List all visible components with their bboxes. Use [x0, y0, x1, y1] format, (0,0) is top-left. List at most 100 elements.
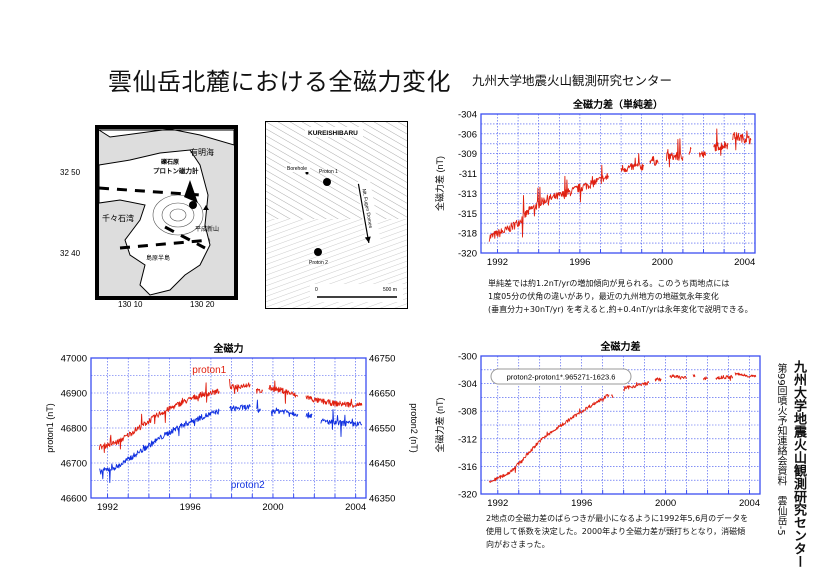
series-line-adjusted-difference [692, 374, 696, 378]
note-line: 2地点の全磁力差のばらつきが最小になるように1992年5,6月のデータを [486, 514, 749, 523]
y-tick-label: -313 [458, 189, 477, 200]
note-simple-difference: 単純差では約1.2nT/yrの増加傾向が見られる。このうち両地点には 1度05分… [488, 277, 753, 316]
y-tick-label-right: 46350 [369, 494, 395, 505]
series-line-difference [488, 164, 609, 242]
x-tick-label: 2004 [734, 257, 755, 268]
y-tick-label: 47000 [61, 354, 87, 365]
x-tick-label: 1996 [180, 502, 201, 513]
formula-label: proton2-proton1*.965271-1623.6 [507, 373, 616, 382]
y-tick-label: -304 [458, 379, 477, 390]
proton1-marker [323, 178, 331, 186]
series-line-difference [698, 151, 707, 158]
series-line-proton2 [320, 409, 363, 437]
y-tick-label-right: 46750 [369, 354, 395, 365]
scale-zero: 0 [315, 287, 318, 293]
label-ariake: 有明海 [190, 147, 214, 157]
page-title: 雲仙岳北麓における全磁力変化 [108, 68, 451, 96]
arrow-icon [184, 180, 198, 203]
y-tick-label: 46700 [61, 459, 87, 470]
y-tick-label: -308 [458, 407, 477, 418]
chart-title: 全磁力差 [600, 340, 641, 353]
formula-box [490, 368, 632, 385]
region-map: 有明海 礫石原 プロトン磁力計 千々石湾 平成新山 島原半島 32 50 32 … [50, 125, 250, 315]
label-area: KUREISHIBARU [308, 130, 358, 137]
y-tick-label: 46900 [61, 389, 87, 400]
series-line-proton2 [270, 407, 299, 418]
legend-proton2: proton2 [231, 480, 265, 491]
note-line: 向がおさまった。 [486, 540, 550, 549]
lat-tick: 32 50 [60, 168, 81, 177]
y-tick-label: -309 [458, 149, 477, 160]
note-line: 1度05分の伏角の違いがあり，最近の九州地方の地磁気永年変化 [488, 292, 719, 301]
label-background [286, 164, 310, 172]
plot-frame [480, 113, 756, 254]
y-axis-label: 全磁力差 (nT) [434, 156, 445, 211]
lon-tick: 130 10 [118, 300, 143, 309]
label-background [305, 127, 363, 137]
y-tick-label: -318 [458, 229, 477, 240]
series-line-adjusted-difference [654, 377, 662, 382]
series-line-proton1 [98, 382, 220, 454]
plot-frame [90, 357, 367, 499]
series-line-proton1 [229, 378, 251, 395]
x-tick-label: 1996 [569, 257, 590, 268]
y-tick-label-right: 46450 [369, 459, 395, 470]
series-line-difference [649, 156, 659, 166]
y-tick-label-right: 46550 [369, 424, 395, 435]
series-line-proton2 [256, 399, 261, 413]
y-tick-label: -315 [458, 209, 477, 220]
series-line-proton1 [255, 388, 264, 394]
organization-header: 九州大学地震火山観測研究センター [472, 73, 673, 88]
series-line-adjusted-difference [669, 374, 687, 380]
series-line-difference [732, 130, 752, 151]
fault-lines [98, 186, 211, 250]
label-site: 礫石原 [161, 158, 179, 166]
series-line-proton1 [268, 380, 299, 404]
series-line-adjusted-difference [715, 374, 734, 381]
y-tick-label: -312 [458, 434, 477, 445]
series-line-difference [688, 147, 692, 155]
series-line-adjusted-difference [734, 372, 757, 378]
note-adjusted-difference: 2地点の全磁力差のばらつきが最小になるように1992年5,6月のデータを 使用し… [486, 512, 748, 551]
lat-tick: 32 40 [60, 249, 81, 258]
label-borehole: Borehole [287, 166, 307, 172]
y-axis-label: 全磁力差 (nT) [434, 397, 445, 452]
y-axis-label: proton1 (nT) [45, 403, 55, 453]
x-tick-label: 1992 [487, 257, 508, 268]
series-line-adjusted-difference [610, 394, 614, 398]
x-tick-label: 2000 [655, 498, 676, 509]
contours [152, 194, 204, 236]
y-tick-label: 46600 [61, 494, 87, 505]
y-tick-label: 46800 [61, 424, 87, 435]
x-tick-label: 2004 [739, 498, 760, 509]
series-line-proton2 [305, 412, 313, 419]
y-tick-label: -320 [458, 490, 477, 501]
chart-title: 全磁力 [213, 342, 244, 355]
side-organization: 九州大学地震火山観測研究センター [791, 360, 806, 568]
arrow-icon [364, 236, 371, 243]
chart-total-intensity: 全磁力 47000 46900 46800 46700 46600 46750 46650 46… [45, 342, 419, 513]
land-north [97, 128, 235, 146]
chart-simple-difference: 全磁力差（単純差） -304 -306 -309 -311 -313 -315 -318 -32… [434, 98, 756, 268]
note-line: 使用して係数を決定した。2000年より全磁力差が頭打ちとなり，消磁傾 [486, 527, 746, 536]
x-tick-label: 1992 [97, 502, 118, 513]
label-peninsula: 島原半島 [146, 254, 170, 262]
y-tick-label: -300 [458, 352, 477, 363]
y-tick-label-right: 46650 [369, 389, 395, 400]
site-map: KUREISHIBARU Borehole Proton 1 Proton 2 … [265, 121, 408, 309]
chart-adjusted-difference: 全磁力差 -300 -304 -308 -312 -316 -320 1992 1996 2000… [434, 340, 761, 509]
y-tick-label: -316 [458, 462, 477, 473]
y-tick-label: -304 [458, 110, 477, 121]
series-line-adjusted-difference [623, 381, 650, 392]
side-meeting: 第99回噴火予知連絡会資料 雲仙岳-5 [775, 363, 786, 536]
magnetometer-marker [189, 201, 197, 209]
series-line-adjusted-difference [488, 394, 610, 483]
y-tick-label: -306 [458, 129, 477, 140]
series-line-proton2 [99, 408, 220, 484]
borehole-marker [305, 171, 309, 175]
note-line: (垂直分力+30nT/yr) を考えると,約+0.4nT/yrは永年変化で説明で… [488, 305, 753, 314]
x-tick-label: 1996 [571, 498, 592, 509]
series-line-difference [713, 128, 729, 156]
series-line-proton1 [305, 395, 363, 408]
label-instrument: プロトン磁力計 [153, 166, 199, 175]
